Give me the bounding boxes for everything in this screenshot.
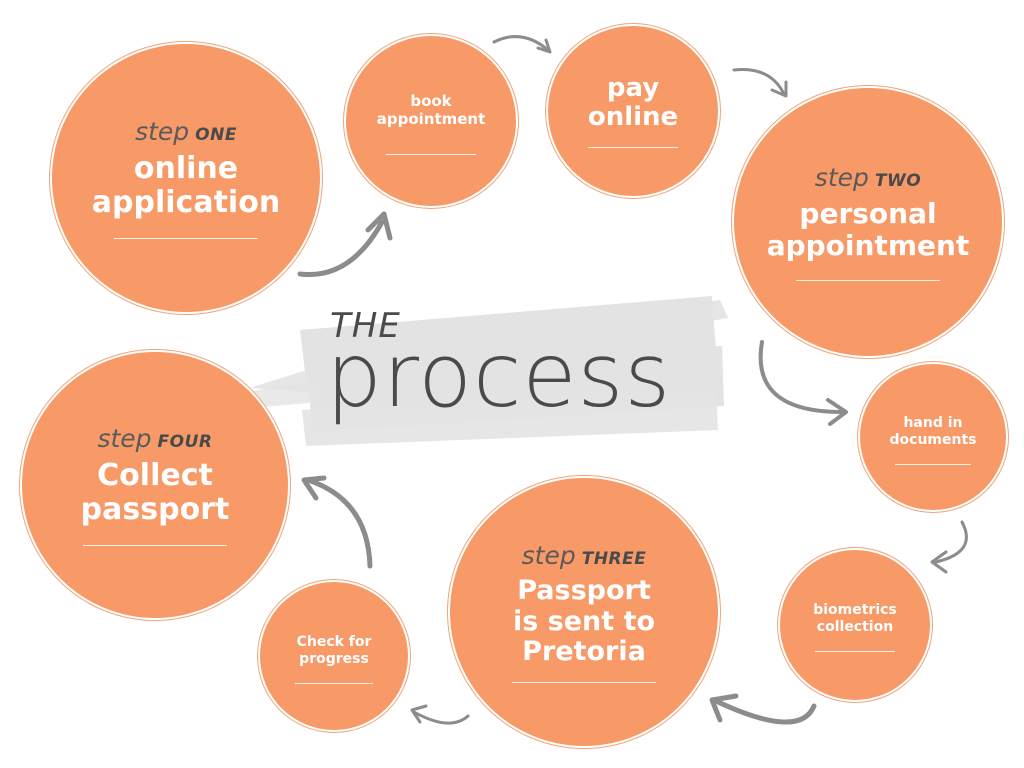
step-two-title: personal appointment [766,197,970,262]
substep-book-appointment-label: book appointment [376,92,486,128]
curved-arrow-icon [492,35,552,54]
divider [386,153,476,155]
substep-biometrics-collection-circle: biometrics collection [780,550,930,700]
substep-hand-in-documents-circle: hand in documents [860,364,1006,510]
divider [588,147,678,149]
step-three-title: Passport is sent to Pretoria [512,575,656,668]
substep-hand-in-documents-label: hand in documents [889,415,977,448]
diagram-title: THE process [326,306,750,427]
substep-check-for-progress-circle: Check for progress [260,582,408,730]
step-two-circle: step TWO personal appointment [734,88,1002,356]
curved-arrow-icon [297,211,393,278]
substep-pay-online-circle: pay online [548,26,718,196]
divider [114,237,258,239]
divider [796,279,940,281]
step-three-label: step THREE [521,541,647,571]
curved-arrow-icon [732,68,788,98]
title-the: THE [330,306,401,346]
curved-arrow-icon [410,704,470,725]
title-process: process [326,324,672,427]
step-one-label: step ONE [135,117,237,147]
step-four-circle: step FOUR Collect passport [22,352,288,618]
step-one-circle: step ONE online application [52,44,320,312]
substep-biometrics-collection-label: biometrics collection [813,602,897,635]
divider [895,463,971,465]
curved-arrow-icon [758,340,848,426]
curved-arrow-icon [930,520,968,574]
substep-book-appointment-circle: book appointment [346,36,516,206]
divider [295,682,373,684]
step-four-title: Collect passport [80,458,230,527]
divider [512,681,656,683]
substep-pay-online-label: pay online [587,72,679,132]
substep-check-for-progress-label: Check for progress [296,634,372,667]
divider [83,544,227,546]
step-four-label: step FOUR [97,424,213,454]
curved-arrow-icon [301,475,373,569]
step-two-label: step TWO [814,163,922,193]
curved-arrow-icon [709,693,817,725]
step-three-circle: step THREE Passport is sent to Pretoria [450,478,718,746]
divider [815,650,895,652]
step-one-title: online application [91,151,281,220]
